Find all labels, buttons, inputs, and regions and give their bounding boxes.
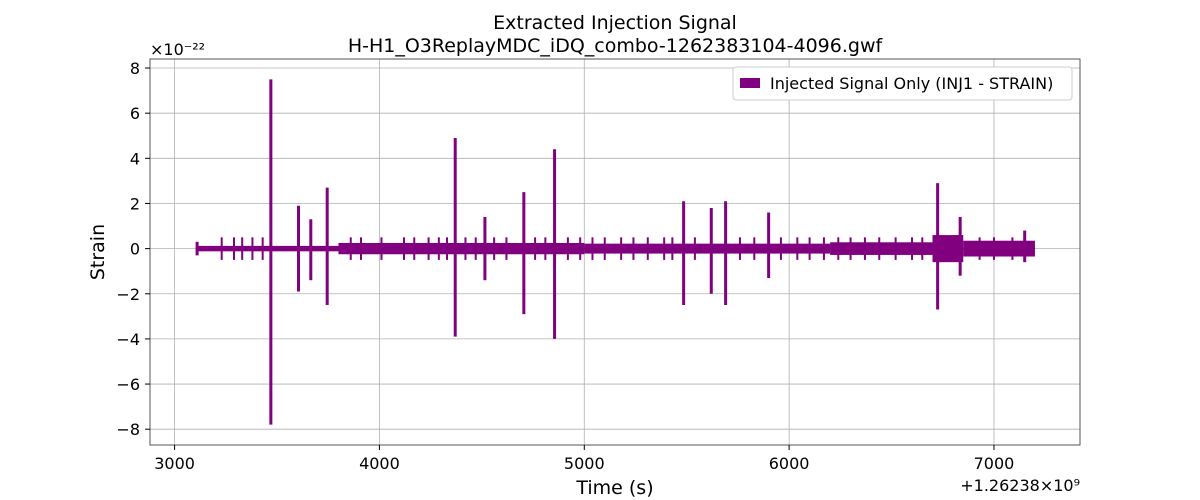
x-tick-label: 3000 (154, 454, 195, 473)
legend: Injected Signal Only (INJ1 - STRAIN) (732, 66, 1073, 101)
y-tick-label: −4 (116, 330, 140, 349)
chart-title-line-2: H-H1_O3ReplayMDC_iDQ_combo-1262383104-40… (348, 35, 884, 57)
y-axis: −8 −6 −4 −2 0 2 4 6 8 (116, 59, 150, 439)
plot-frame (149, 58, 1081, 446)
x-axis-label: Time (s) (575, 477, 653, 499)
y-tick-label: 0 (130, 240, 140, 259)
x-tick-label: 4000 (359, 454, 400, 473)
y-tick-label: 6 (130, 104, 140, 123)
y-scale-label: ×10⁻²² (150, 40, 205, 59)
x-tick-label: 5000 (564, 454, 605, 473)
x-axis: 3000 4000 5000 6000 7000 (154, 445, 1014, 473)
x-offset-label: +1.26238×10⁹ (960, 476, 1080, 495)
y-tick-label: 2 (130, 194, 140, 213)
x-tick-label: 6000 (769, 454, 810, 473)
x-tick-label: 7000 (974, 454, 1015, 473)
y-tick-label: 4 (130, 149, 140, 168)
plot-area (149, 58, 1081, 446)
chart-title-line-1: Extracted Injection Signal (493, 12, 737, 34)
y-tick-label: 8 (130, 59, 140, 78)
y-tick-label: −8 (116, 420, 140, 439)
y-tick-label: −2 (116, 285, 140, 304)
data-layer (195, 79, 1035, 425)
legend-label: Injected Signal Only (INJ1 - STRAIN) (770, 74, 1053, 93)
y-axis-label: Strain (87, 224, 109, 280)
legend-box (732, 66, 1073, 101)
legend-swatch (740, 78, 760, 88)
y-tick-label: −6 (116, 375, 140, 394)
